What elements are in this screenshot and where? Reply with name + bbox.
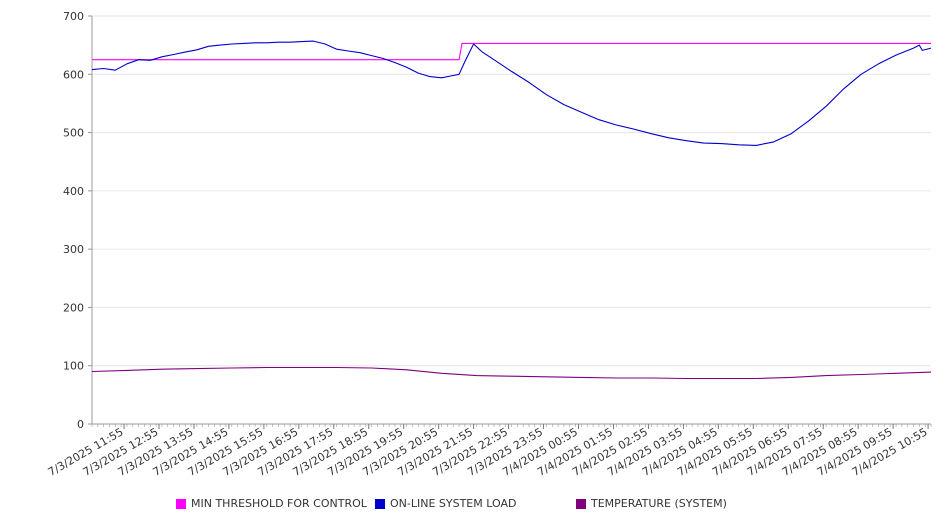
- y-tick-label: 200: [63, 301, 84, 314]
- series-line: [91, 366, 932, 380]
- y-tick-labels: 0 100 200 300 400 500 600 700: [63, 10, 84, 431]
- legend-label: MIN THRESHOLD FOR CONTROL: [191, 497, 367, 510]
- y-tick-label: 300: [63, 243, 84, 256]
- series-line: [91, 40, 932, 146]
- y-tick-label: 0: [77, 418, 84, 431]
- legend-swatch: [576, 498, 586, 509]
- legend-item[interactable]: TEMPERATURE (SYSTEM): [576, 497, 727, 510]
- legend-swatch: [375, 498, 385, 509]
- legend-item[interactable]: MIN THRESHOLD FOR CONTROL: [176, 497, 367, 510]
- y-tick-label: 700: [63, 10, 84, 23]
- grid-lines: [92, 15, 931, 425]
- y-tick-label: 500: [63, 127, 84, 140]
- axes: [88, 15, 932, 429]
- series-lines: [91, 40, 932, 380]
- x-tick-labels: 7/3/2025 11:557/3/2025 12:557/3/2025 13:…: [46, 425, 930, 479]
- series-line: [92, 42, 931, 61]
- legend-label: TEMPERATURE (SYSTEM): [591, 497, 727, 510]
- y-tick-label: 400: [63, 185, 84, 198]
- legend-label: ON-LINE SYSTEM LOAD: [390, 497, 517, 510]
- y-tick-label: 100: [63, 360, 84, 373]
- legend-swatch: [176, 498, 186, 509]
- legend: MIN THRESHOLD FOR CONTROL ON-LINE SYSTEM …: [0, 497, 946, 517]
- legend-item[interactable]: ON-LINE SYSTEM LOAD: [375, 497, 516, 510]
- y-tick-label: 600: [63, 68, 84, 81]
